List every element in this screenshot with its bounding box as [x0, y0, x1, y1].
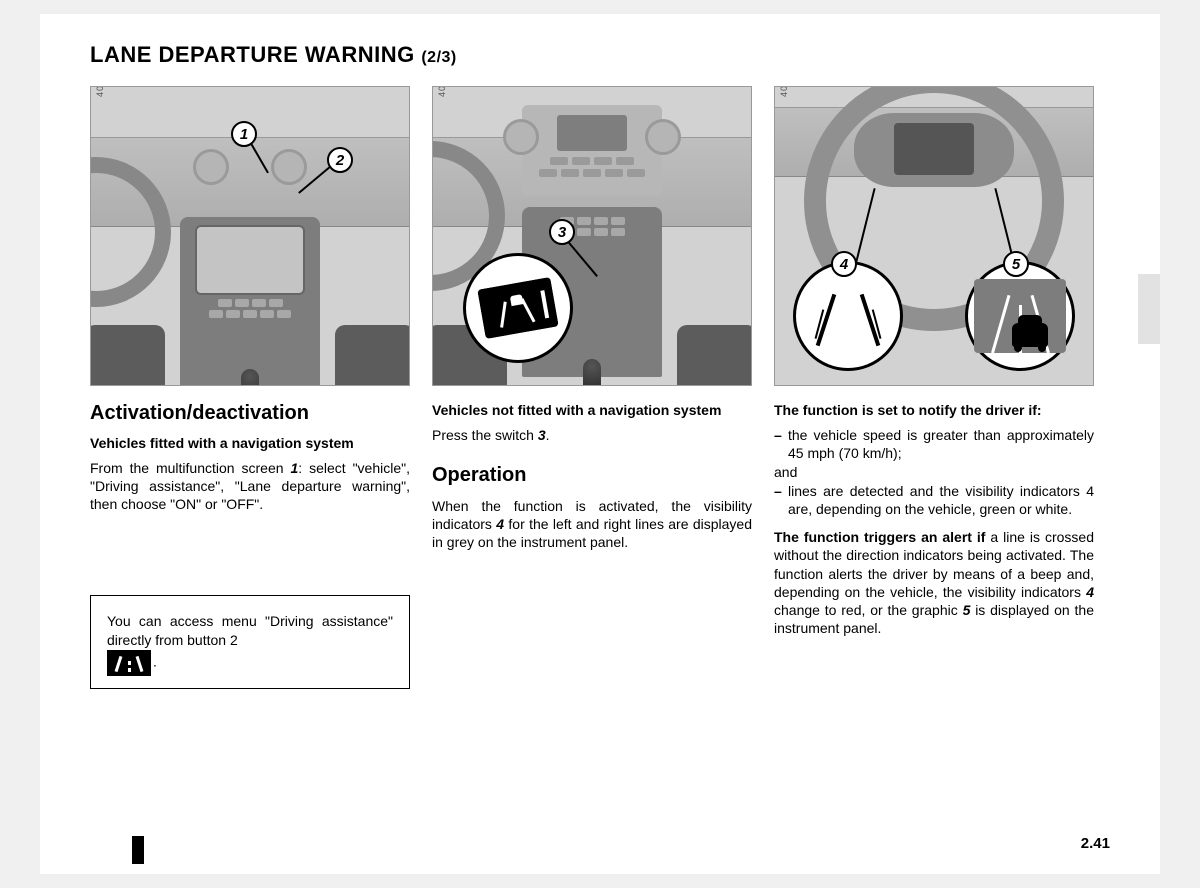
- vent-icon: [503, 119, 539, 155]
- note-text-a: You can access menu "Driving assistance"…: [107, 613, 393, 648]
- body-nav-instructions: From the multifunction screen 1: select …: [90, 459, 410, 514]
- figure-1-id: 40726: [95, 86, 105, 97]
- lane-assist-icon: [107, 650, 151, 676]
- page-title-main: LANE DEPARTURE WARNING: [90, 42, 415, 67]
- zoom-callout: [965, 261, 1075, 371]
- figure-2: 40805: [432, 86, 752, 386]
- note-ref: 2: [230, 632, 238, 648]
- body-alert: The function triggers an alert if a line…: [774, 528, 1094, 637]
- vent-icon: [271, 149, 307, 185]
- callout-2: 2: [327, 147, 353, 173]
- lane-alert-icon: [974, 279, 1066, 353]
- vent-icon: [193, 149, 229, 185]
- page-title: LANE DEPARTURE WARNING (2/3): [90, 42, 1110, 68]
- callout-1: 1: [231, 121, 257, 147]
- seat-icon: [90, 325, 165, 386]
- body-operation: When the function is activated, the visi…: [432, 497, 752, 552]
- page-number: 2.41: [1081, 835, 1110, 852]
- zoom-callout: [463, 253, 573, 363]
- and-text: and: [774, 464, 1094, 480]
- side-tab: [1138, 274, 1160, 344]
- bullet-lines: – lines are detected and the visibility …: [774, 482, 1094, 518]
- subhead-nav-fitted: Vehicles fitted with a navigation system: [90, 435, 410, 453]
- center-console-icon: [180, 217, 320, 386]
- subhead-no-nav: Vehicles not fitted with a navigation sy…: [432, 402, 752, 420]
- lane-indicator-icon: [808, 281, 888, 351]
- page-title-part: (2/3): [421, 49, 456, 66]
- content-columns: 40726 1 2 Activation/deactivation: [90, 86, 1110, 689]
- heading-operation: Operation: [432, 464, 752, 487]
- callout-3: 3: [549, 219, 575, 245]
- figure-3: 40907 4 5: [774, 86, 1094, 386]
- nav-screen-icon: [195, 225, 305, 295]
- callout-5: 5: [1003, 251, 1029, 277]
- figure-3-id: 40907: [779, 86, 789, 97]
- vent-icon: [645, 119, 681, 155]
- callout-4: 4: [831, 251, 857, 277]
- ldw-display-icon: [477, 277, 559, 339]
- column-2: 40805: [432, 86, 752, 689]
- heading-activation: Activation/deactivation: [90, 402, 410, 425]
- subhead-notify: The function is set to notify the driver…: [774, 402, 1094, 420]
- bullet-speed: – the vehicle speed is greater than appr…: [774, 426, 1094, 462]
- page-mark: [132, 836, 144, 864]
- instrument-cluster-icon: [854, 113, 1014, 187]
- gear-shifter-icon: [583, 359, 601, 386]
- body-press-switch: Press the switch 3.: [432, 426, 752, 444]
- manual-page: LANE DEPARTURE WARNING (2/3) 40726: [40, 14, 1160, 874]
- note-text-b: .: [153, 654, 157, 670]
- seat-icon: [677, 325, 752, 386]
- column-1: 40726 1 2 Activation/deactivation: [90, 86, 410, 689]
- note-box: You can access menu "Driving assistance"…: [90, 595, 410, 689]
- zoom-callout: [793, 261, 903, 371]
- column-3: 40907 4 5: [774, 86, 1094, 689]
- gear-shifter-icon: [241, 369, 259, 386]
- figure-1: 40726 1 2: [90, 86, 410, 386]
- seat-icon: [335, 325, 410, 386]
- figure-2-id: 40805: [437, 86, 447, 97]
- radio-unit-icon: [522, 105, 662, 195]
